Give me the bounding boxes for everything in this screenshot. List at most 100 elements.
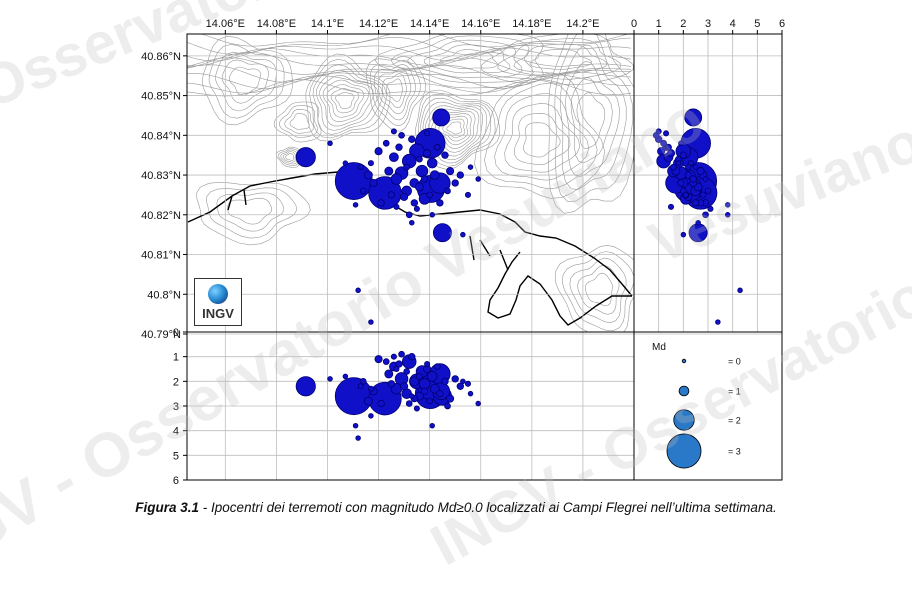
event-depth-lat-point	[695, 219, 701, 226]
event-depth-lon-point	[426, 397, 433, 405]
contour-line	[187, 64, 631, 83]
event-depth-lon-point	[464, 380, 471, 387]
event-map-point	[377, 199, 385, 207]
event-depth-lon-point	[408, 352, 416, 361]
contour-line	[227, 197, 273, 225]
contour-line	[206, 187, 298, 239]
contour-line	[422, 101, 488, 160]
contour-line	[529, 49, 593, 70]
event-map-point	[295, 147, 316, 168]
event-map-point	[393, 203, 400, 210]
contour-line	[427, 108, 480, 153]
event-depth-lon-point	[395, 360, 403, 368]
event-map-point	[389, 152, 399, 163]
event-depth-lon-point	[446, 394, 455, 403]
event-depth-lat-point	[704, 187, 712, 195]
contour-line	[494, 93, 590, 181]
contour-line	[196, 181, 311, 246]
depth-tick-label: 4	[730, 18, 736, 30]
event-depth-lat-point	[665, 143, 672, 151]
coastline-path	[487, 251, 632, 326]
contour-line	[481, 34, 634, 86]
event-depth-lon-point	[429, 422, 435, 429]
event-depth-lat-point	[684, 108, 703, 127]
event-map-point	[408, 135, 416, 143]
event-map-point	[433, 143, 441, 151]
event-markers	[295, 108, 743, 441]
map-background-contours	[187, 34, 634, 332]
contour-line	[187, 74, 632, 94]
event-map-point	[342, 160, 349, 166]
depth-tick-label: 3	[173, 401, 179, 413]
event-depth-lon-point	[295, 376, 316, 397]
x-tick-label: 14.14°E	[410, 18, 449, 30]
event-depth-lat-point	[684, 171, 692, 179]
event-map-point	[382, 139, 390, 147]
event-map-point	[451, 179, 459, 187]
tick-labels: 14.06°E 14.08°E 14.1°E 14.12°E 14.14°E 14.16°…	[141, 18, 785, 487]
event-depth-lat-point	[685, 164, 692, 171]
event-depth-lon-point	[467, 390, 474, 397]
figure: 14.06°E 14.08°E 14.1°E 14.12°E 14.14°E 14.16°…	[141, 18, 786, 487]
contour-line	[554, 244, 634, 332]
event-map-point	[368, 319, 374, 325]
legend-marker	[673, 409, 695, 431]
event-depth-lat-point	[655, 128, 662, 135]
y-tick-label: 40.79°N	[141, 329, 181, 341]
y-tick-label: 40.8°N	[147, 289, 181, 301]
event-map-point	[464, 191, 471, 198]
event-depth-lat-point	[666, 149, 676, 158]
depth-tick-label: 2	[680, 18, 686, 30]
coastline-path	[469, 235, 509, 271]
event-depth-lon-point	[444, 402, 451, 410]
y-tick-label: 40.82°N	[141, 210, 181, 222]
contour-line	[187, 51, 632, 69]
contour-line	[215, 51, 277, 112]
event-map-point	[446, 167, 455, 176]
event-depth-lat-point	[692, 164, 699, 170]
event-depth-lon-point	[334, 377, 373, 416]
contour-line	[279, 105, 318, 138]
x-tick-label: 14.12°E	[359, 18, 398, 30]
event-map-point	[475, 176, 481, 182]
event-map-point	[426, 191, 433, 199]
event-map-point	[398, 131, 405, 139]
contour-line	[390, 35, 534, 83]
x-tick-label: 14.08°E	[257, 18, 296, 30]
ingv-logo: INGV	[194, 278, 242, 326]
event-depth-lat-point	[657, 147, 666, 156]
contour-line	[335, 92, 355, 109]
depth-tick-label: 3	[705, 18, 711, 30]
depth-tick-label: 0	[173, 327, 179, 339]
event-map-point	[414, 182, 424, 192]
event-map-point	[416, 155, 423, 163]
contour-line	[273, 101, 322, 143]
event-depth-lon-point	[441, 377, 449, 386]
depth-tick-label: 0	[631, 18, 637, 30]
contour-line	[201, 35, 293, 126]
event-depth-lon-point	[405, 400, 413, 407]
contour-line	[326, 84, 365, 118]
contour-line	[282, 151, 296, 163]
contour-line	[228, 66, 261, 96]
x-tick-label: 14.16°E	[461, 18, 500, 30]
event-depth-lon-point	[409, 393, 415, 399]
event-depth-lat-point	[667, 203, 675, 210]
event-depth-lat-point	[675, 160, 682, 166]
event-map-point	[355, 287, 361, 294]
contour-line	[187, 44, 632, 62]
depth-tick-label: 4	[173, 426, 179, 438]
contour-line	[285, 152, 295, 161]
y-tick-label: 40.86°N	[141, 51, 181, 63]
event-depth-lon-point	[367, 385, 374, 392]
contour-line	[577, 264, 620, 315]
contour-line	[513, 113, 571, 166]
event-map-point	[424, 130, 431, 137]
event-depth-lon-point	[400, 382, 409, 391]
contour-line	[382, 73, 407, 109]
globe-icon	[208, 284, 228, 304]
event-map-point	[415, 164, 429, 178]
event-depth-lat-point	[679, 151, 688, 159]
event-map-point	[405, 211, 413, 219]
event-depth-lat-point	[682, 191, 689, 198]
